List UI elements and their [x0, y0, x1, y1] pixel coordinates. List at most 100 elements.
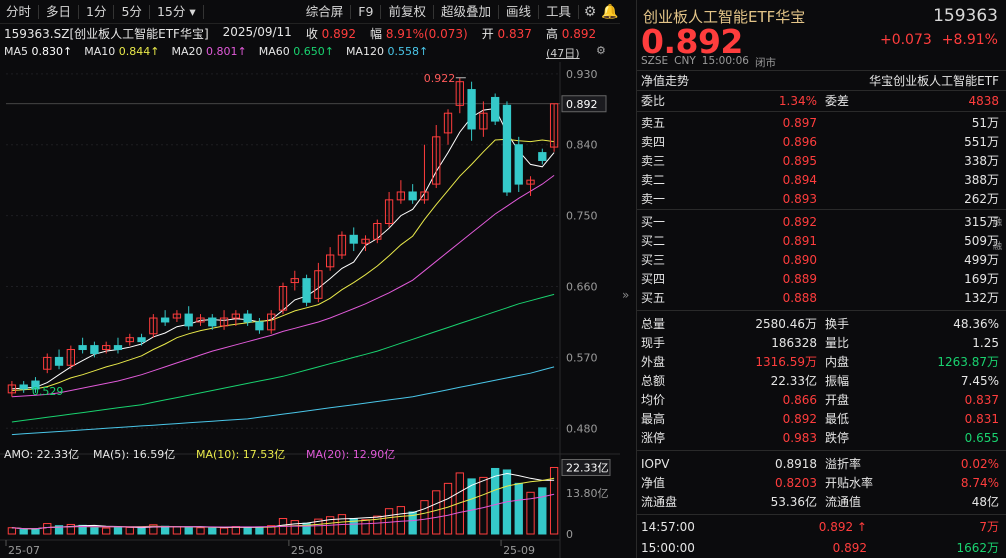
stat-row: IOPV 0.8918 溢折率 0.02% — [637, 454, 1006, 473]
trend-name: 华宝创业板人工智能ETF — [869, 74, 999, 88]
ask-row[interactable]: 卖一 0.893 262万 — [637, 189, 1006, 208]
ma-legend-label: MA120 — [345, 45, 388, 58]
high-label: 高 — [545, 27, 558, 41]
stat-row: 总额 22.33亿 振幅 7.45% — [637, 371, 1006, 390]
volume-bar — [396, 506, 406, 535]
collapse-icon[interactable]: » — [622, 288, 630, 302]
bid-row[interactable]: 买四 0.889 169万 — [637, 269, 1006, 288]
days-badge[interactable]: (47日) — [546, 47, 580, 60]
stat-label: 现手 — [641, 336, 666, 350]
ask-label: 卖四 — [641, 135, 666, 149]
stat-label: 外盘 — [641, 355, 666, 369]
bid-row[interactable]: 买一 0.892 315万 — [637, 212, 1006, 231]
candle-body — [384, 199, 394, 224]
symbol-label: 159363.SZ[创业板人工智能ETF华宝] — [4, 27, 209, 41]
weicha-label: 委差 — [825, 94, 850, 108]
volume-bar — [160, 525, 170, 535]
stat-value: 0.983 — [782, 430, 817, 445]
stat-label: 流通盘 — [641, 495, 678, 509]
candle-body — [172, 313, 182, 319]
ma-legend-label: MA10 — [84, 45, 119, 58]
candle-body — [78, 345, 87, 351]
panel-divider — [637, 450, 1006, 451]
ma-line-ma10 — [11, 138, 555, 391]
gear-icon[interactable]: ⚙ — [583, 3, 597, 20]
bell-icon[interactable]: 🔔 — [601, 3, 619, 20]
tool-button-5[interactable]: 工具 — [545, 3, 571, 19]
period-tab-1[interactable]: 多日 — [46, 3, 72, 19]
period-tab-2[interactable]: 1分 — [86, 3, 107, 19]
candle-body — [361, 238, 370, 244]
tool-button-2[interactable]: 前复权 — [388, 3, 426, 19]
stat-value: 48.36% — [953, 316, 999, 331]
candle-body — [349, 234, 358, 244]
candle-body — [90, 345, 99, 354]
candle-body — [455, 81, 464, 106]
ask-row[interactable]: 卖二 0.894 388万 — [637, 170, 1006, 189]
panel-divider — [637, 90, 1006, 91]
volume-bar — [408, 511, 417, 535]
quote-panel: 创业板人工智能ETF华宝 159363 0.892 +0.073 +8.91% … — [636, 0, 1006, 558]
candle-body — [420, 191, 429, 201]
stat-value: 186328 — [771, 335, 817, 350]
price-tick-label: 0.570 — [566, 351, 598, 364]
volume-bar — [384, 508, 394, 535]
volume-tick-label: 13.80亿 — [566, 487, 609, 500]
volume-legend-item: AMO: 22.33亿 — [4, 448, 79, 461]
period-tab-0[interactable]: 分时 — [6, 3, 32, 19]
ma-legend-label: MA5 — [4, 45, 32, 58]
kline-chart[interactable]: 0.930 0.840 0.750 0.660 0.570 0.480 0.892 0.922… — [0, 62, 620, 558]
toolbar-divider — [380, 4, 382, 19]
bid-row[interactable]: 买五 0.888 132万 — [637, 288, 1006, 307]
price-change: +0.073 +8.91% — [880, 32, 998, 48]
bid-label: 买五 — [641, 291, 666, 305]
layout-icon[interactable]: ⚙ — [596, 44, 606, 57]
bid-row[interactable]: 买二 0.891 509万 — [637, 231, 1006, 250]
tool-button-4[interactable]: 画线 — [505, 3, 531, 19]
toolbar-divider — [578, 4, 579, 19]
ask-row[interactable]: 卖三 0.895 338万 — [637, 151, 1006, 170]
ask-row[interactable]: 卖四 0.896 551万 — [637, 132, 1006, 151]
stat-value: 0.655 — [964, 430, 999, 445]
tick-price: 0.892 ↑ — [818, 519, 867, 534]
volume-bar — [314, 518, 323, 535]
tool-button-3[interactable]: 超级叠加 — [440, 3, 491, 19]
ma-legend-value: 0.830↑ — [31, 45, 73, 58]
high-annotation: 0.922 — [424, 72, 456, 85]
candle-body — [549, 103, 559, 148]
trend-row[interactable]: 净值走势 华宝创业板人工智能ETF — [637, 71, 1006, 90]
volume-bar — [90, 527, 99, 535]
ask-row[interactable]: 卖五 0.897 51万 — [637, 113, 1006, 132]
ask-volume: 51万 — [971, 116, 999, 130]
ask-price: 0.893 — [782, 191, 817, 206]
volume-bar — [455, 472, 464, 535]
stat-label: 跌停 — [825, 431, 850, 445]
price-tick-label: 0.750 — [566, 210, 598, 223]
stat-value: 48亿 — [971, 495, 999, 509]
period-tab-4[interactable]: 15分 ▾ — [156, 3, 196, 19]
ma-line-ma120 — [11, 366, 555, 436]
stat-value: 0.8918 — [775, 456, 817, 471]
bid-price: 0.889 — [782, 271, 817, 286]
candle-body — [337, 234, 347, 256]
tool-button-0[interactable]: 综合屏 — [305, 3, 344, 19]
ma-legend-value: 0.558↑ — [387, 45, 429, 58]
candle-body — [208, 317, 217, 327]
panel-divider — [637, 310, 1006, 311]
toolbar-divider — [202, 4, 204, 19]
sell-icon[interactable]: 融 — [992, 218, 1002, 228]
tool-button-1[interactable]: F9 — [358, 3, 374, 19]
bar-info-line: 159363.SZ[创业板人工智能ETF华宝] 2025/09/11 收 0.8… — [4, 25, 616, 42]
toolbar-divider — [113, 4, 115, 19]
period-tab-3[interactable]: 5分 — [121, 3, 142, 19]
stat-row: 总量 2580.46万 换手 48.36% — [637, 314, 1006, 333]
stat-label: 量比 — [825, 336, 850, 350]
buy-icon[interactable]: 融 — [992, 242, 1002, 252]
toolbar-divider — [537, 4, 539, 19]
toolbar-divider — [432, 4, 434, 19]
toolbar-divider — [497, 4, 499, 19]
candle-body — [491, 96, 500, 122]
bid-row[interactable]: 买三 0.890 499万 — [637, 250, 1006, 269]
volume-bar — [196, 527, 205, 535]
stat-label: 振幅 — [825, 374, 850, 388]
